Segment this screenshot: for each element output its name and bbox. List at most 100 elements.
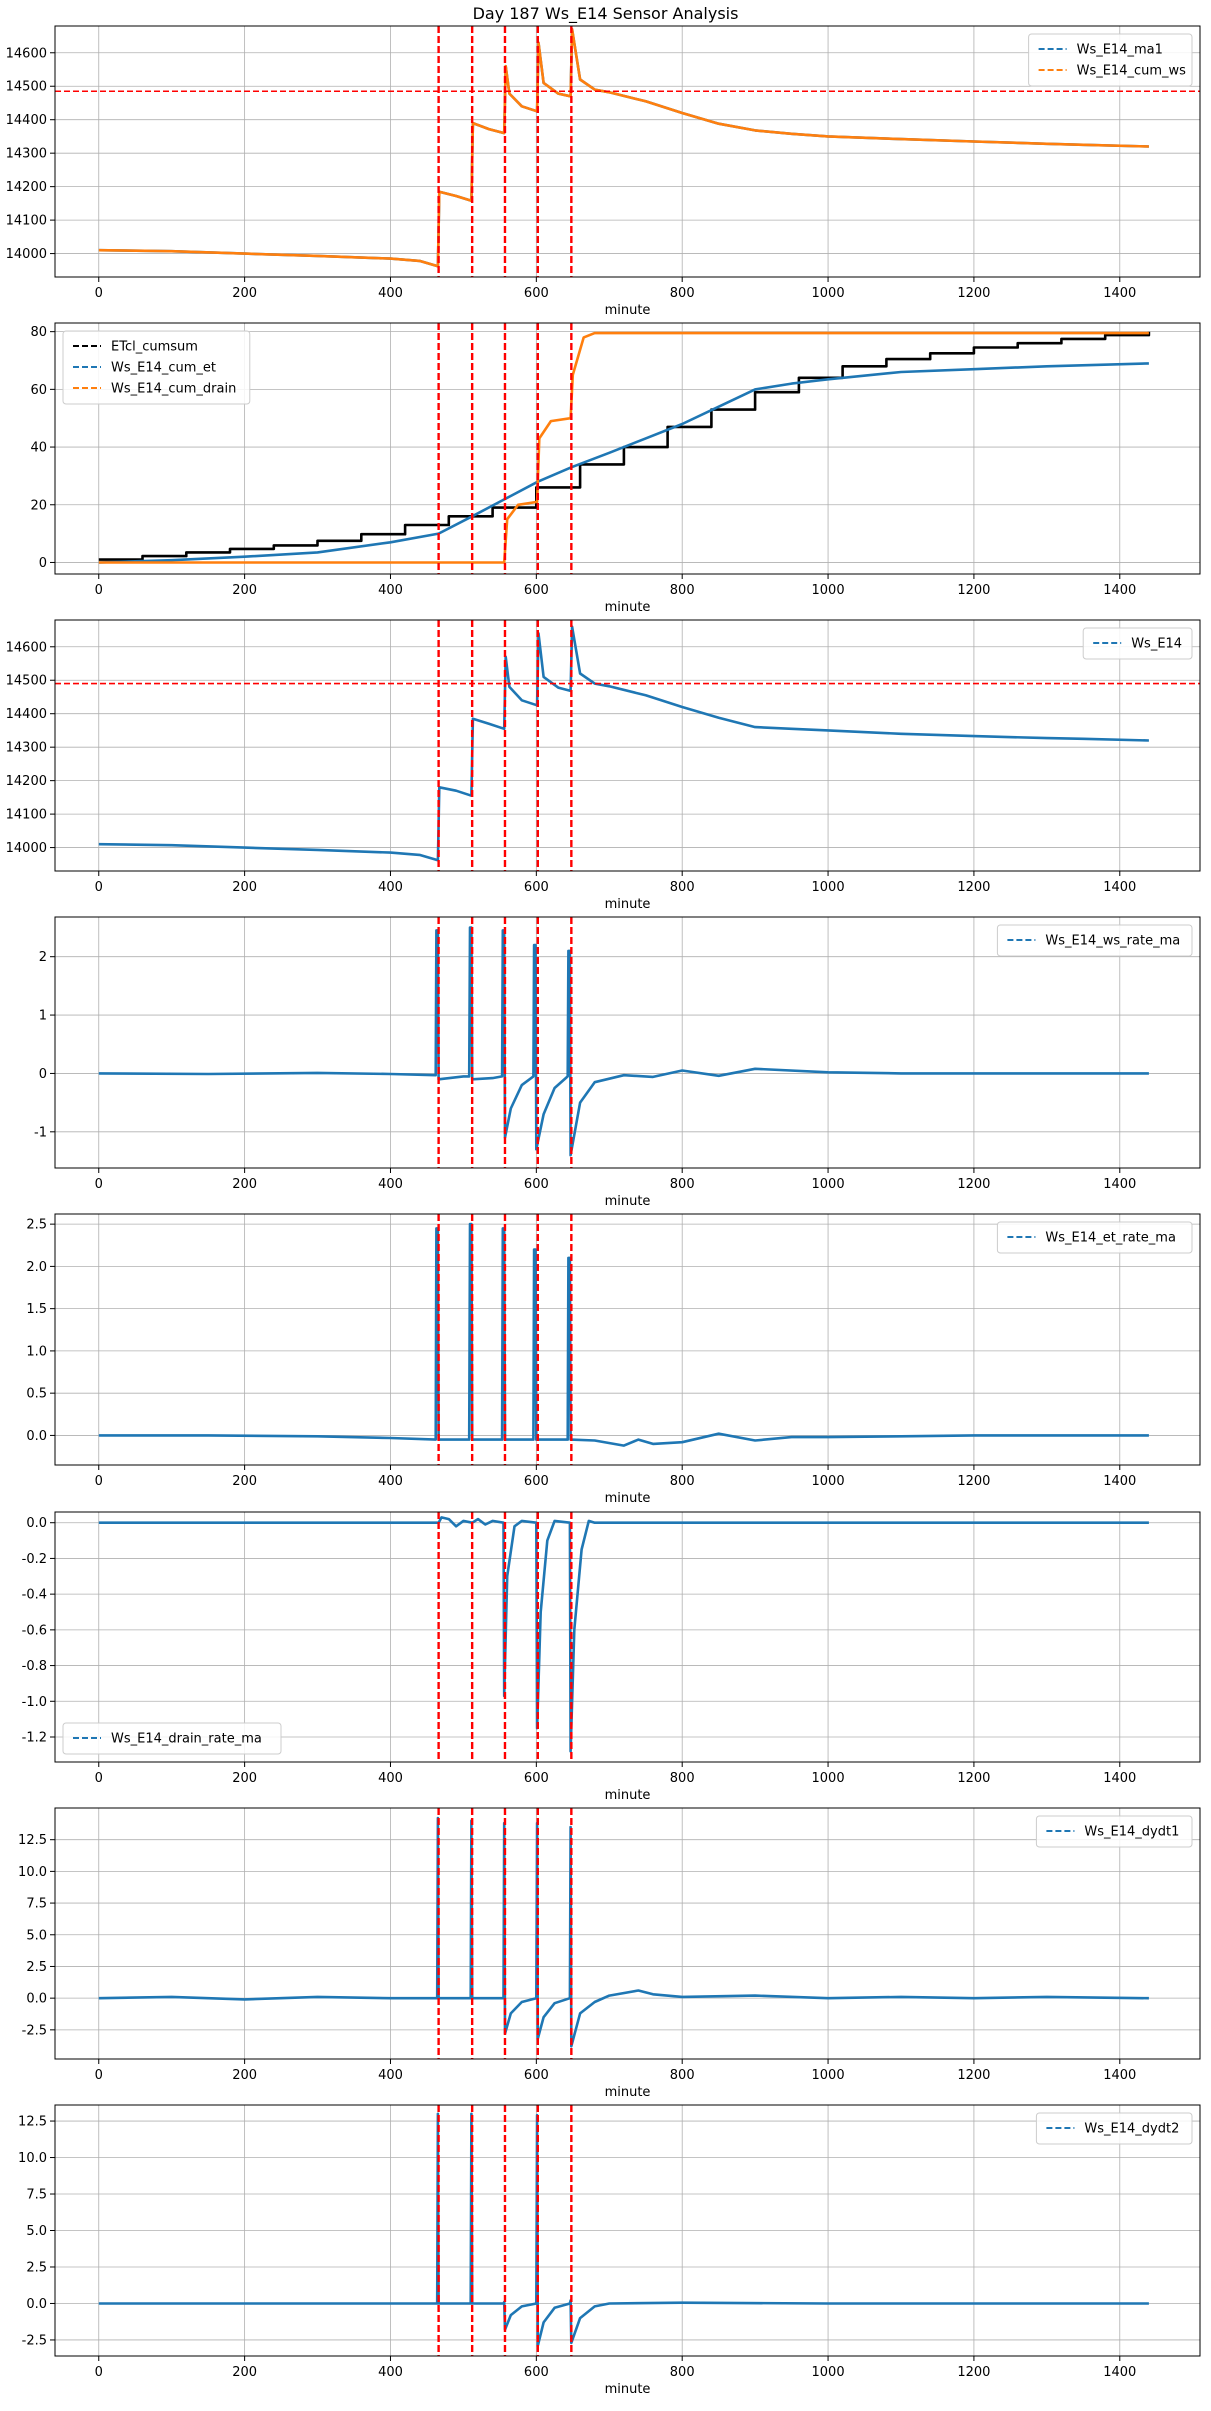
- x-tick-label: 1000: [812, 2365, 845, 2380]
- y-tick-label: 0: [39, 556, 47, 571]
- x-tick-label: 1400: [1103, 1771, 1136, 1786]
- y-tick-label: 2.5: [26, 1218, 47, 1233]
- subplot-7: 0 200 400 600 800 1000 1200 1400 -2.5 0.0 2.5 5.0 7.…: [18, 1807, 1201, 2100]
- series-line-1: [98, 1816, 1149, 2048]
- legend: ETcl_cumsum Ws_E14_cum_et Ws_E14_cum_drain: [62, 330, 251, 405]
- y-tick-label: 80: [30, 325, 47, 340]
- x-tick-label: 400: [378, 2365, 403, 2380]
- axes-frame: [54, 916, 1201, 1169]
- y-tick-label: 14100: [6, 214, 47, 229]
- y-tick-label: -0.8: [22, 1659, 47, 1674]
- x-tick-label: 1200: [957, 1177, 990, 1192]
- y-tick-label: 14400: [6, 113, 47, 128]
- x-tick-label: 1400: [1103, 880, 1136, 895]
- legend-frame: [1035, 2112, 1193, 2145]
- legend: Ws_E14_et_rate_ma: [996, 1221, 1193, 1254]
- y-tick-label: 7.5: [26, 1897, 47, 1912]
- x-tick-label: 1000: [812, 1474, 845, 1489]
- y-tick-label: 12.5: [18, 1833, 47, 1848]
- legend-frame: [62, 1722, 282, 1755]
- y-tick-label: 14500: [6, 674, 47, 689]
- legend-label: Ws_E14_ws_rate_ma: [1045, 934, 1180, 949]
- x-tick-label: 0: [95, 286, 103, 301]
- y-tick-label: -1.2: [22, 1731, 47, 1746]
- x-tick-label: 1200: [957, 583, 990, 598]
- x-tick-label: 0: [95, 2068, 103, 2083]
- legend-frame: [996, 924, 1193, 957]
- y-tick-label: -2.5: [22, 2023, 47, 2038]
- legend-frame: [62, 330, 251, 405]
- plot-area: [98, 1808, 1149, 2059]
- y-tick-label: 2: [39, 950, 47, 965]
- x-axis-label: minute: [605, 600, 651, 615]
- series-line-1: [98, 625, 1149, 862]
- x-tick-label: 1000: [812, 1177, 845, 1192]
- x-tick-label: 600: [524, 1474, 549, 1489]
- plot-area: [55, 620, 1200, 871]
- x-tick-label: 800: [670, 2365, 695, 2380]
- y-tick-label: -0.4: [22, 1588, 47, 1603]
- y-tick-label: 14000: [6, 247, 47, 262]
- y-tick-label: 60: [30, 383, 47, 398]
- legend-label: ETcl_cumsum: [111, 340, 198, 355]
- y-tick-label: 0.0: [26, 1429, 47, 1444]
- y-tick-label: 14000: [6, 841, 47, 856]
- x-axis-label: minute: [605, 1491, 651, 1506]
- x-tick-label: 1400: [1103, 1474, 1136, 1489]
- y-tick-label: 12.5: [18, 2115, 47, 2130]
- x-tick-label: 1200: [957, 2365, 990, 2380]
- x-tick-label: 0: [95, 880, 103, 895]
- series-line-1: [98, 926, 1149, 1157]
- x-tick-label: 800: [670, 1474, 695, 1489]
- x-tick-label: 1200: [957, 286, 990, 301]
- legend: Ws_E14_ws_rate_ma: [996, 924, 1193, 957]
- plot-area: [98, 323, 1151, 574]
- legend-label: Ws_E14_cum_et: [111, 361, 216, 376]
- series-line-3: [98, 331, 1149, 564]
- x-tick-label: 1400: [1103, 2068, 1136, 2083]
- series-line-1: [98, 1222, 1149, 1447]
- x-tick-label: 200: [232, 2068, 257, 2083]
- x-tick-label: 200: [232, 1474, 257, 1489]
- legend-label: Ws_E14_et_rate_ma: [1045, 1231, 1176, 1246]
- x-tick-label: 1200: [957, 2068, 990, 2083]
- x-tick-label: 0: [95, 1474, 103, 1489]
- y-tick-label: -2.5: [22, 2333, 47, 2348]
- x-tick-label: 400: [378, 583, 403, 598]
- y-tick-label: 40: [30, 441, 47, 456]
- legend: Ws_E14_ma1 Ws_E14_cum_ws: [1028, 33, 1193, 87]
- x-axis-label: minute: [605, 2382, 651, 2397]
- x-tick-label: 400: [378, 880, 403, 895]
- y-tick-label: 0.0: [26, 2297, 47, 2312]
- subplot-6: 0 200 400 600 800 1000 1200 1400 0.0 -0.2 -0.4 -0.6…: [22, 1511, 1201, 1803]
- x-tick-label: 0: [95, 1771, 103, 1786]
- y-tick-label: 20: [30, 498, 47, 513]
- legend-label: Ws_E14_dydt2: [1084, 2122, 1179, 2137]
- y-tick-label: 14300: [6, 147, 47, 162]
- plot-area: [98, 917, 1149, 1168]
- y-tick-label: 0.0: [26, 1992, 47, 2007]
- legend-frame: [1035, 1815, 1193, 1848]
- x-tick-label: 400: [378, 1177, 403, 1192]
- subplot-3: 0 200 400 600 800 1000 1200 1400 14000 14100 14200…: [6, 619, 1201, 912]
- x-tick-label: 1400: [1103, 583, 1136, 598]
- y-tick-label: 14100: [6, 808, 47, 823]
- y-tick-label: 14600: [6, 640, 47, 655]
- x-tick-label: 200: [232, 286, 257, 301]
- x-tick-label: 1000: [812, 2068, 845, 2083]
- y-tick-label: -1.0: [22, 1695, 47, 1710]
- legend: Ws_E14_dydt2: [1035, 2112, 1193, 2145]
- y-tick-label: 0.0: [26, 1516, 47, 1531]
- axes-frame: [54, 1511, 1201, 1763]
- legend: Ws_E14_dydt1: [1035, 1815, 1193, 1848]
- x-tick-label: 800: [670, 286, 695, 301]
- x-tick-label: 200: [232, 583, 257, 598]
- series-line-1: [98, 2112, 1149, 2348]
- subplot-4: 0 200 400 600 800 1000 1200 1400 -1 0 1 2 minute Ws_E…: [34, 916, 1201, 1209]
- x-axis-label: minute: [605, 1788, 651, 1803]
- y-tick-label: 14300: [6, 741, 47, 756]
- x-tick-label: 800: [670, 1177, 695, 1192]
- subplot-5: 0 200 400 600 800 1000 1200 1400 0.0 0.5 1.0 1.5 2.0…: [26, 1213, 1201, 1506]
- y-tick-label: -1: [34, 1125, 47, 1140]
- axes-frame: [54, 1213, 1201, 1466]
